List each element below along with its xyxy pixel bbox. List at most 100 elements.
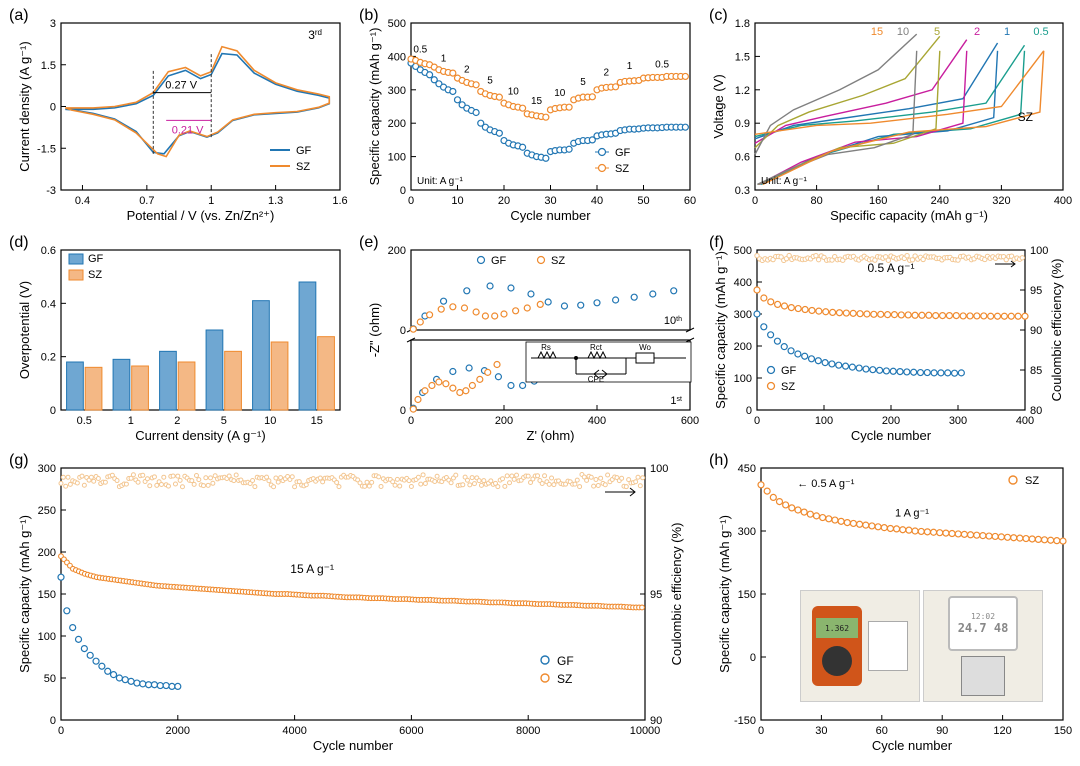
svg-text:Coulombic efficiency (%): Coulombic efficiency (%)	[669, 523, 684, 666]
svg-text:SZ: SZ	[615, 163, 629, 175]
svg-text:400: 400	[388, 51, 406, 63]
svg-text:200: 200	[388, 118, 406, 130]
svg-text:0: 0	[408, 415, 414, 427]
chart-e: 020002004006000Z' (ohm)-Z" (ohm)10th1stG…	[355, 232, 700, 447]
svg-text:400: 400	[588, 415, 606, 427]
panel-g-label: (g)	[9, 452, 29, 470]
svg-text:SZ: SZ	[296, 161, 310, 173]
svg-text:5: 5	[487, 75, 493, 86]
svg-text:1.5: 1.5	[41, 60, 56, 72]
svg-text:85: 85	[1030, 365, 1042, 377]
svg-text:0.4: 0.4	[41, 298, 56, 310]
svg-text:40: 40	[591, 195, 603, 207]
svg-text:0: 0	[746, 405, 752, 417]
svg-text:300: 300	[949, 415, 967, 427]
svg-text:1.2: 1.2	[735, 85, 750, 97]
svg-text:500: 500	[388, 18, 406, 30]
svg-text:1 A g⁻¹: 1 A g⁻¹	[895, 507, 929, 519]
svg-text:90: 90	[1030, 325, 1042, 337]
svg-text:0: 0	[400, 325, 406, 337]
svg-text:0.6: 0.6	[41, 245, 56, 257]
svg-text:GF: GF	[781, 365, 797, 377]
svg-text:95: 95	[1030, 285, 1042, 297]
svg-text:250: 250	[38, 505, 56, 517]
svg-text:SZ: SZ	[1018, 110, 1033, 124]
svg-text:Specific capacity (mAh g⁻¹): Specific capacity (mAh g⁻¹)	[713, 251, 728, 409]
svg-text:2: 2	[464, 64, 470, 75]
svg-text:600: 600	[681, 415, 699, 427]
svg-text:1: 1	[1004, 26, 1010, 38]
svg-text:1.5: 1.5	[735, 51, 750, 63]
svg-text:120: 120	[993, 725, 1011, 737]
hygro-temp: 24.7	[958, 621, 987, 635]
svg-text:150: 150	[1054, 725, 1072, 737]
panel-c-label: (c)	[709, 7, 728, 25]
svg-text:15: 15	[531, 96, 543, 107]
svg-text:3rd: 3rd	[308, 28, 322, 43]
svg-text:5: 5	[934, 26, 940, 38]
svg-text:2: 2	[174, 415, 180, 427]
svg-text:240: 240	[931, 195, 949, 207]
svg-text:0.2: 0.2	[41, 352, 56, 364]
svg-text:Specific capacity (mAh g⁻¹): Specific capacity (mAh g⁻¹)	[367, 28, 382, 186]
svg-text:Cycle number: Cycle number	[872, 738, 953, 753]
svg-text:100: 100	[38, 631, 56, 643]
chart-b: 01020304050600100200300400500Cycle numbe…	[355, 5, 700, 230]
svg-text:0.21 V: 0.21 V	[172, 124, 204, 136]
svg-text:SZ: SZ	[88, 269, 102, 281]
svg-text:10th: 10th	[664, 315, 682, 327]
svg-text:10: 10	[451, 195, 463, 207]
svg-text:15 A g⁻¹: 15 A g⁻¹	[290, 562, 334, 576]
svg-text:95: 95	[650, 589, 662, 601]
svg-text:Specific capacity (mAh g⁻¹): Specific capacity (mAh g⁻¹)	[830, 208, 988, 223]
svg-text:90: 90	[650, 715, 662, 727]
svg-text:100: 100	[388, 152, 406, 164]
svg-text:← 0.5 A g⁻¹: ← 0.5 A g⁻¹	[797, 478, 855, 490]
svg-text:SZ: SZ	[781, 381, 795, 393]
svg-text:100: 100	[815, 415, 833, 427]
svg-text:0: 0	[400, 405, 406, 417]
svg-text:GF: GF	[88, 253, 104, 265]
svg-text:GF: GF	[557, 654, 574, 668]
svg-text:400: 400	[1054, 195, 1072, 207]
svg-text:200: 200	[734, 341, 752, 353]
svg-text:0.5: 0.5	[1033, 26, 1048, 38]
svg-text:0: 0	[50, 715, 56, 727]
svg-text:1: 1	[128, 415, 134, 427]
svg-text:Coulombic efficiency (%): Coulombic efficiency (%)	[1049, 259, 1064, 402]
panel-h: (h) 0306090120150-1500150300450Cycle num…	[705, 450, 1075, 760]
photo-hygrometer: 12:02 24.7 48	[923, 590, 1043, 702]
svg-text:30: 30	[544, 195, 556, 207]
svg-text:CPE: CPE	[588, 375, 604, 384]
svg-text:0: 0	[58, 725, 64, 737]
panel-b: (b) 01020304050600100200300400500Cycle n…	[355, 5, 700, 230]
panel-b-label: (b)	[359, 7, 379, 25]
svg-text:Current density (A g⁻¹): Current density (A g⁻¹)	[17, 41, 32, 171]
chart-a: 0.40.711.31.6-3-1.501.53Potential / V (v…	[5, 5, 350, 230]
svg-text:2: 2	[604, 67, 610, 78]
svg-text:Unit: A g⁻¹: Unit: A g⁻¹	[417, 176, 464, 187]
svg-text:Cycle number: Cycle number	[851, 428, 932, 443]
svg-text:Wo: Wo	[639, 343, 651, 352]
svg-text:400: 400	[734, 277, 752, 289]
svg-text:Specific capacity (mAh g⁻¹): Specific capacity (mAh g⁻¹)	[17, 515, 32, 673]
svg-text:15: 15	[311, 415, 323, 427]
hygro-rh: 48	[994, 621, 1008, 635]
svg-text:-150: -150	[734, 715, 756, 727]
svg-text:0.4: 0.4	[75, 195, 90, 207]
svg-text:Unit: A g⁻¹: Unit: A g⁻¹	[761, 176, 808, 187]
svg-text:10: 10	[508, 87, 520, 98]
svg-text:60: 60	[684, 195, 696, 207]
svg-text:0.7: 0.7	[139, 195, 154, 207]
svg-text:1.8: 1.8	[735, 18, 750, 30]
svg-text:0.5: 0.5	[413, 44, 427, 55]
svg-text:60: 60	[876, 725, 888, 737]
svg-text:80: 80	[810, 195, 822, 207]
svg-text:15: 15	[871, 26, 883, 38]
svg-text:1.3: 1.3	[268, 195, 283, 207]
svg-text:5: 5	[221, 415, 227, 427]
photo-multimeter: 1.362	[800, 590, 920, 702]
svg-text:90: 90	[936, 725, 948, 737]
svg-text:450: 450	[738, 463, 756, 475]
svg-text:0: 0	[50, 102, 56, 114]
